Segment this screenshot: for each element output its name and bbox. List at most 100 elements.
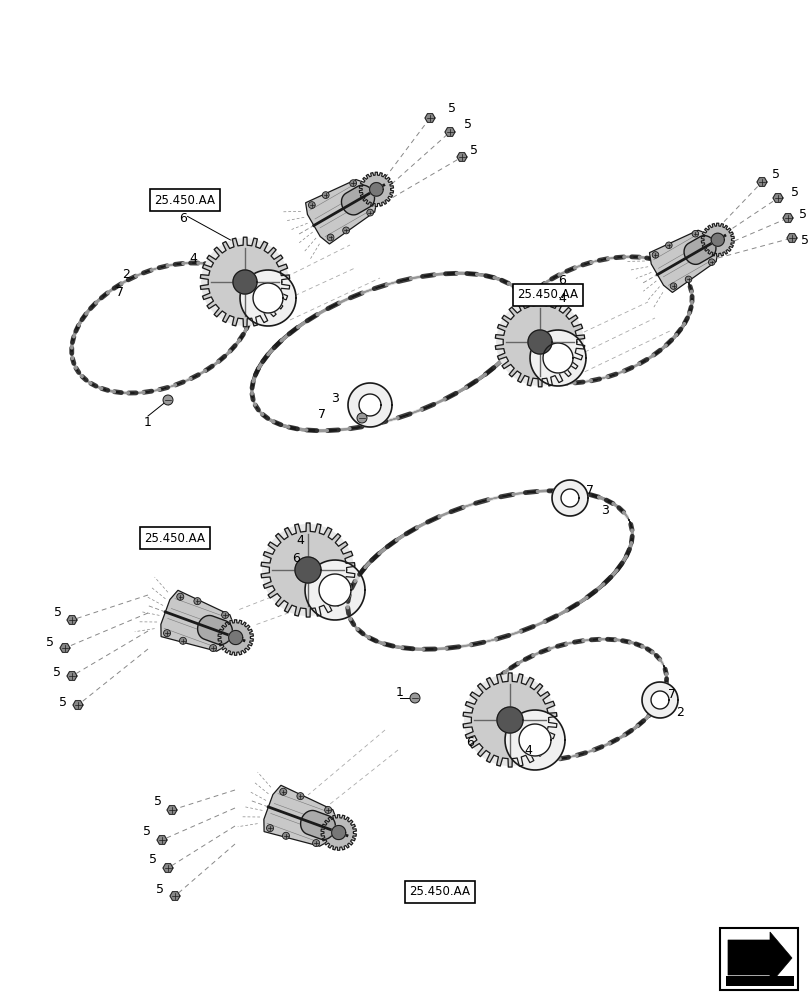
Circle shape [322, 192, 328, 198]
Text: 25.450.AA: 25.450.AA [517, 288, 577, 302]
Text: 7: 7 [318, 408, 325, 420]
Polygon shape [496, 707, 522, 733]
Circle shape [651, 252, 658, 258]
Polygon shape [464, 675, 555, 765]
Polygon shape [240, 270, 296, 326]
Text: 25.450.AA: 25.450.AA [154, 194, 215, 207]
Polygon shape [444, 128, 454, 136]
Circle shape [342, 227, 349, 234]
Polygon shape [756, 178, 766, 186]
Text: 5: 5 [800, 233, 808, 246]
Text: 4: 4 [296, 534, 303, 546]
Circle shape [708, 259, 714, 265]
Polygon shape [73, 701, 83, 709]
Bar [719, 928, 797, 990]
Circle shape [350, 180, 356, 187]
Polygon shape [320, 815, 356, 850]
Polygon shape [253, 283, 283, 313]
Circle shape [691, 230, 697, 237]
Polygon shape [202, 239, 288, 325]
Polygon shape [518, 724, 551, 756]
Text: 7: 7 [586, 484, 594, 496]
Circle shape [282, 832, 290, 839]
Circle shape [357, 413, 367, 423]
Circle shape [684, 276, 691, 283]
Polygon shape [341, 185, 374, 215]
Polygon shape [233, 270, 257, 294]
Polygon shape [319, 574, 350, 606]
Polygon shape [504, 710, 564, 770]
Polygon shape [305, 560, 365, 620]
Text: 2: 2 [676, 706, 683, 718]
Polygon shape [157, 836, 167, 844]
Polygon shape [294, 557, 320, 583]
Text: 3: 3 [331, 391, 338, 404]
Polygon shape [560, 489, 578, 507]
Polygon shape [727, 932, 791, 984]
Polygon shape [331, 825, 345, 840]
Polygon shape [496, 299, 582, 385]
Text: 5: 5 [143, 825, 151, 838]
Circle shape [665, 242, 672, 249]
Text: 4: 4 [523, 744, 531, 756]
Polygon shape [649, 230, 718, 292]
Text: 6: 6 [179, 212, 187, 225]
Text: 5: 5 [470, 144, 478, 157]
Text: 5: 5 [54, 605, 62, 618]
Circle shape [327, 234, 333, 241]
Text: 4: 4 [557, 292, 565, 304]
Polygon shape [530, 330, 586, 386]
Text: 5: 5 [463, 118, 471, 131]
Polygon shape [359, 172, 393, 207]
Polygon shape [300, 810, 335, 840]
Polygon shape [67, 616, 77, 624]
Text: 4: 4 [189, 251, 197, 264]
Polygon shape [167, 806, 177, 814]
Polygon shape [163, 864, 173, 872]
Text: 7: 7 [116, 286, 124, 298]
Polygon shape [305, 180, 377, 244]
Polygon shape [642, 682, 677, 718]
Circle shape [266, 825, 273, 832]
Circle shape [410, 693, 419, 703]
Text: 6: 6 [292, 552, 299, 564]
Circle shape [209, 645, 217, 652]
Circle shape [221, 611, 229, 618]
Polygon shape [369, 183, 383, 196]
Polygon shape [60, 644, 70, 652]
Polygon shape [229, 630, 242, 645]
Polygon shape [67, 672, 77, 680]
Circle shape [312, 840, 320, 847]
Bar [725, 976, 793, 986]
Polygon shape [782, 214, 792, 222]
Circle shape [163, 630, 170, 637]
Text: 5: 5 [154, 795, 162, 808]
Text: 5: 5 [771, 168, 779, 181]
Circle shape [324, 806, 331, 813]
Polygon shape [264, 785, 338, 846]
Polygon shape [772, 194, 782, 202]
Circle shape [194, 598, 200, 605]
Text: 6: 6 [466, 736, 474, 748]
Polygon shape [262, 525, 353, 615]
Text: 2: 2 [122, 268, 130, 282]
Text: 5: 5 [59, 696, 67, 708]
Polygon shape [701, 223, 733, 256]
Polygon shape [543, 343, 573, 373]
Text: 6: 6 [557, 273, 565, 286]
Text: 5: 5 [148, 853, 157, 866]
Text: 3: 3 [600, 504, 608, 516]
Circle shape [308, 202, 315, 208]
Polygon shape [457, 153, 466, 161]
Text: 25.450.AA: 25.450.AA [409, 885, 470, 898]
Circle shape [163, 395, 173, 405]
Polygon shape [200, 237, 290, 327]
Circle shape [280, 788, 286, 795]
Polygon shape [710, 233, 723, 246]
Polygon shape [217, 620, 253, 655]
Text: 1: 1 [144, 416, 152, 428]
Polygon shape [161, 590, 235, 651]
Polygon shape [462, 673, 556, 767]
Polygon shape [424, 114, 435, 122]
Circle shape [367, 209, 373, 216]
